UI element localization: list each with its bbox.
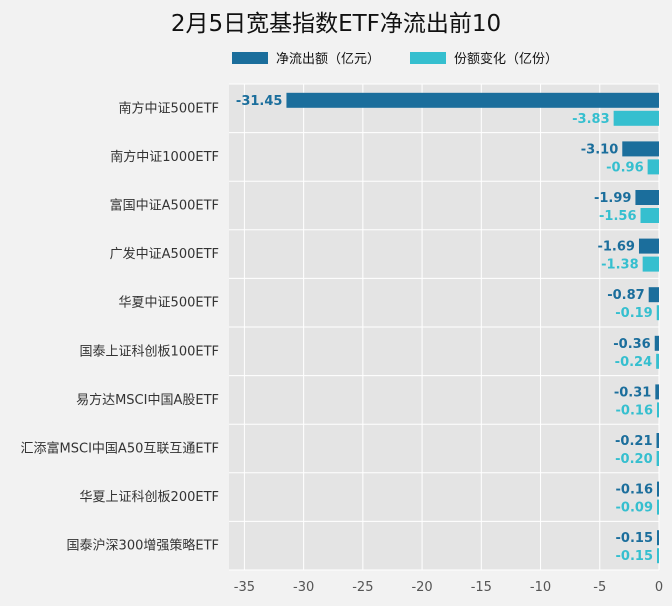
bar-net-outflow <box>638 238 659 254</box>
x-tick-label: -10 <box>530 580 551 595</box>
bar-share-change <box>656 353 659 369</box>
legend-item-net-outflow: 净流出额（亿元） <box>232 48 380 67</box>
x-tick-label: -20 <box>411 580 432 595</box>
x-tick-label: -30 <box>293 580 314 595</box>
bar-share-change <box>656 305 659 321</box>
x-tick-label: -15 <box>471 580 492 595</box>
data-label-net-outflow: -1.69 <box>597 240 634 255</box>
data-label-share-change: -0.19 <box>615 306 652 321</box>
data-label-share-change: -1.38 <box>601 258 638 273</box>
bar-share-change <box>657 402 659 418</box>
data-label-share-change: -0.96 <box>606 160 643 175</box>
data-label-net-outflow: -0.87 <box>607 288 644 303</box>
bar-net-outflow <box>655 384 659 400</box>
data-label-share-change: -0.24 <box>615 355 652 370</box>
chart-title: 2月5日宽基指数ETF净流出前10 <box>170 11 502 37</box>
legend-item-share-change: 份额变化（亿份） <box>410 48 558 67</box>
category-label: 华夏中证500ETF <box>119 296 219 311</box>
bar-share-change <box>647 159 659 175</box>
bar-net-outflow <box>622 141 659 157</box>
bar-share-change <box>613 110 659 126</box>
bar-share-change <box>657 499 659 515</box>
data-label-share-change: -0.09 <box>616 501 653 516</box>
data-label-share-change: -3.83 <box>572 112 609 127</box>
data-label-net-outflow: -0.16 <box>616 483 653 498</box>
category-label: 国泰沪深300增强策略ETF <box>67 538 219 554</box>
data-label-share-change: -0.20 <box>615 452 652 467</box>
data-label-net-outflow: -1.99 <box>594 191 631 206</box>
bar-share-change <box>642 256 659 272</box>
legend-swatch-net-outflow <box>232 51 268 64</box>
legend: 净流出额（亿元） 份额变化（亿份） <box>232 48 558 67</box>
bar-net-outflow <box>657 530 659 546</box>
bar-net-outflow <box>635 190 659 205</box>
data-label-share-change: -1.56 <box>599 209 636 224</box>
legend-swatch-share-change <box>410 51 447 64</box>
category-label: 广发中证A500ETF <box>110 246 219 262</box>
category-label: 国泰上证科创板100ETF <box>80 344 219 359</box>
data-label-net-outflow: -3.10 <box>581 142 618 157</box>
data-label-share-change: -0.15 <box>616 549 653 564</box>
category-label: 富国中证A500ETF <box>110 198 219 214</box>
legend-label-net-outflow: 净流出额（亿元） <box>276 52 381 67</box>
data-label-net-outflow: -0.15 <box>616 531 653 546</box>
bar-share-change <box>656 451 659 466</box>
bar-net-outflow <box>648 287 659 303</box>
category-label: 易方达MSCI中国A股ETF <box>76 392 219 408</box>
bar-share-change <box>640 208 659 223</box>
data-label-net-outflow: -0.36 <box>613 337 650 352</box>
category-label: 南方中证1000ETF <box>110 149 219 165</box>
x-tick-label: 0 <box>655 580 663 595</box>
category-label: 南方中证500ETF <box>119 100 219 116</box>
bar-net-outflow <box>654 335 659 351</box>
data-label-share-change: -0.16 <box>616 403 653 418</box>
x-tick-label: -25 <box>352 580 373 595</box>
bar-net-outflow <box>286 92 659 108</box>
x-tick-label: -35 <box>234 580 255 595</box>
data-label-net-outflow: -0.21 <box>615 434 652 449</box>
data-label-net-outflow: -0.31 <box>614 385 651 400</box>
x-tick-label: -5 <box>593 580 606 595</box>
category-label: 汇添富MSCI中国A50互联互通ETF <box>21 441 219 457</box>
bar-share-change <box>657 548 659 564</box>
data-label-net-outflow: -31.45 <box>236 94 283 109</box>
category-label: 华夏上证科创板200ETF <box>80 490 219 505</box>
bar-net-outflow <box>657 481 659 497</box>
bar-net-outflow <box>656 433 659 448</box>
legend-label-share-change: 份额变化（亿份） <box>454 52 559 67</box>
